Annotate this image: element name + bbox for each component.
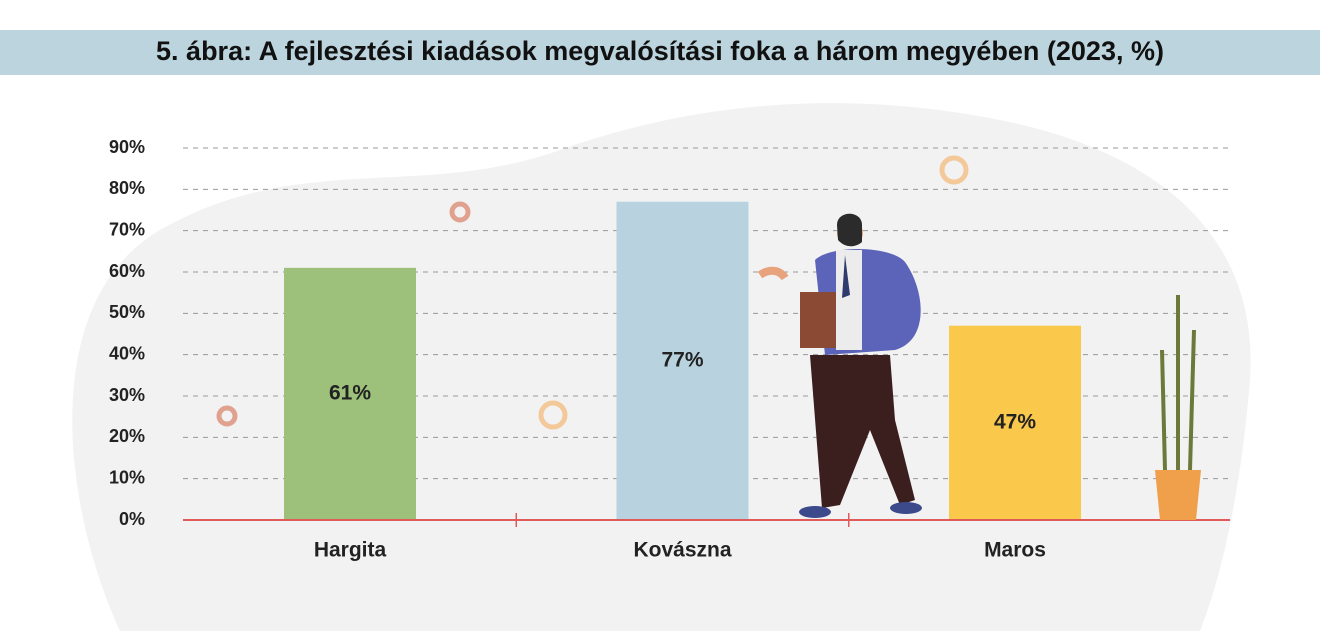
bar [616, 201, 749, 520]
y-tick-label: 0% [119, 509, 145, 529]
y-tick-label: 20% [109, 426, 145, 446]
x-tick-label: Kovászna [633, 539, 731, 562]
plant-illustration [1155, 295, 1201, 520]
title-band [0, 30, 1320, 75]
value-label: 61% [329, 381, 371, 404]
x-tick-label: Hargita [314, 539, 387, 562]
decoration [216, 155, 969, 430]
y-tick-label: 90% [109, 137, 145, 157]
person-illustration [757, 213, 922, 518]
y-tick-label: 80% [109, 178, 145, 198]
value-label: 47% [994, 410, 1036, 433]
x-tick-label: Maros [984, 539, 1046, 562]
y-tick-label: 50% [109, 302, 145, 322]
y-tick-label: 70% [109, 219, 145, 239]
bar [284, 267, 416, 520]
y-tick-label: 30% [109, 385, 145, 405]
chart-title: 5. ábra: A fejlesztési kiadások megvalós… [156, 36, 1164, 66]
y-tick-label: 40% [109, 343, 145, 363]
value-label: 77% [661, 348, 703, 371]
y-tick-label: 10% [109, 467, 145, 487]
y-tick-label: 60% [109, 261, 145, 281]
bar [949, 325, 1081, 520]
